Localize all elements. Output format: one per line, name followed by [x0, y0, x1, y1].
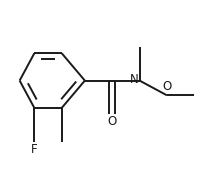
Text: O: O	[108, 115, 117, 128]
Text: O: O	[162, 80, 172, 93]
Text: F: F	[31, 143, 38, 156]
Text: N: N	[130, 73, 139, 86]
